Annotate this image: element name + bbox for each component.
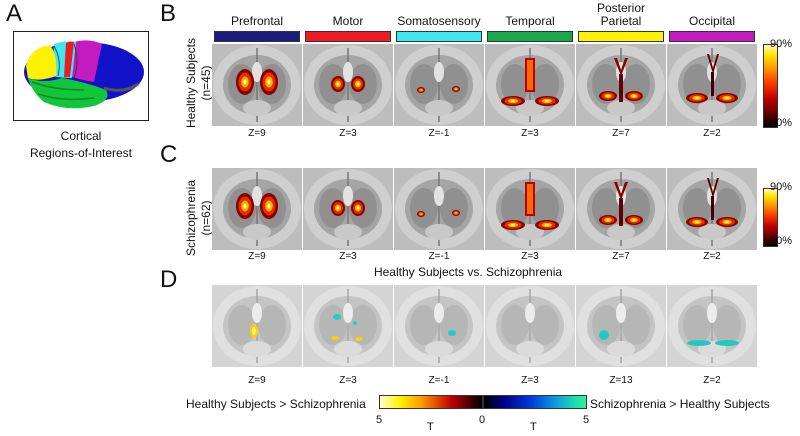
row-healthy-z-label-4: Z=7 bbox=[612, 128, 630, 139]
row-healthy-brain-slice-3 bbox=[485, 44, 575, 126]
row-schizo-brain-slice-3 bbox=[485, 168, 575, 250]
region-title-1: Motor bbox=[332, 14, 364, 28]
schizo-row-label: Schizophrenia (n=62) bbox=[184, 163, 214, 273]
row-diff-z-label-3: Z=3 bbox=[521, 375, 539, 386]
cortex-illustration-frame bbox=[13, 31, 149, 121]
row-healthy-brain-slice-1 bbox=[303, 44, 393, 126]
row-schizo-z-label-0: Z=9 bbox=[248, 251, 266, 262]
diff-colorbar-cool bbox=[483, 395, 587, 409]
row-diff-brain-slice-2 bbox=[394, 285, 484, 367]
row-healthy-brain-slice-0 bbox=[212, 44, 302, 126]
cortex-caption: Cortical Regions-of-Interest bbox=[13, 128, 149, 162]
region-color-bar-4 bbox=[578, 31, 664, 42]
row-healthy-z-label-1: Z=3 bbox=[339, 128, 357, 139]
diff-t-right: T bbox=[530, 421, 537, 433]
caption-line-2: Regions-of-Interest bbox=[29, 146, 133, 160]
region-color-bar-1 bbox=[305, 31, 391, 42]
row-schizo-brain-slice-2 bbox=[394, 168, 484, 250]
diff-tick-left: 5 bbox=[376, 414, 383, 426]
row-healthy-brain-slice-2 bbox=[394, 44, 484, 126]
row-diff-z-label-5: Z=2 bbox=[703, 375, 721, 386]
healthy-colorbar-bottom-label: 10% bbox=[770, 117, 793, 129]
row-healthy-brain-slice-4 bbox=[576, 44, 666, 126]
row-diff-z-label-4: Z=13 bbox=[609, 375, 633, 386]
region-color-bar-2 bbox=[396, 31, 482, 42]
healthy-row-label: Healthy Subjects (n=45) bbox=[184, 28, 214, 138]
healthy-colorbar-top-label: 90% bbox=[770, 38, 793, 50]
row-healthy-z-label-3: Z=3 bbox=[521, 128, 539, 139]
panel-letter-a: A bbox=[6, 0, 23, 27]
row-healthy-z-label-2: Z=-1 bbox=[428, 128, 450, 139]
diff-tick-right: 5 bbox=[583, 414, 590, 426]
diff-tick-mid: 0 bbox=[479, 414, 486, 426]
healthy-colorbar bbox=[763, 44, 778, 128]
panel-letter-b: B bbox=[160, 0, 177, 27]
schizo-colorbar bbox=[763, 188, 778, 247]
panel-letter-d: D bbox=[160, 266, 178, 293]
region-title-3: Temporal bbox=[505, 14, 555, 28]
row-diff-brain-slice-3 bbox=[485, 285, 575, 367]
region-color-bar-5 bbox=[669, 31, 755, 42]
row-diff-z-label-2: Z=-1 bbox=[428, 375, 450, 386]
cortex-illustration bbox=[24, 40, 144, 109]
row-schizo-z-label-3: Z=3 bbox=[521, 251, 539, 262]
schizo-colorbar-top-label: 90% bbox=[770, 181, 793, 193]
region-title-5: Occipital bbox=[688, 14, 735, 28]
diff-colorbar-hot bbox=[379, 395, 483, 409]
region-color-bar-0 bbox=[214, 31, 300, 42]
diff-colorbar-left-label: Healthy Subjects > Schizophrenia bbox=[186, 397, 366, 411]
row-schizo-z-label-4: Z=7 bbox=[612, 251, 630, 262]
row-diff-brain-slice-1 bbox=[303, 285, 393, 367]
schizo-colorbar-bottom-label: 10% bbox=[770, 235, 793, 247]
comparison-title: Healthy Subjects vs. Schizophrenia bbox=[373, 265, 563, 279]
row-schizo-brain-slice-4 bbox=[576, 168, 666, 250]
region-color-bar-3 bbox=[487, 31, 573, 42]
panel-letter-c: C bbox=[160, 141, 178, 168]
diff-t-left: T bbox=[427, 421, 434, 433]
diff-colorbar-right-label: Schizophrenia > Healthy Subjects bbox=[590, 397, 770, 411]
region-title-2: Somatosensory bbox=[397, 14, 481, 28]
row-diff-z-label-0: Z=9 bbox=[248, 375, 266, 386]
schizo-row-label-line-1: Schizophrenia bbox=[184, 179, 198, 257]
healthy-row-label-line-1: Healthy Subjects bbox=[184, 37, 198, 129]
row-diff-z-label-1: Z=3 bbox=[339, 375, 357, 386]
row-diff-brain-slice-5 bbox=[667, 285, 757, 367]
row-schizo-z-label-5: Z=2 bbox=[703, 251, 721, 262]
row-schizo-z-label-1: Z=3 bbox=[339, 251, 357, 262]
row-schizo-brain-slice-5 bbox=[667, 168, 757, 250]
row-schizo-brain-slice-0 bbox=[212, 168, 302, 250]
region-title-4: Posterior Parietal bbox=[596, 1, 646, 28]
row-schizo-brain-slice-1 bbox=[303, 168, 393, 250]
row-diff-brain-slice-0 bbox=[212, 285, 302, 367]
row-schizo-z-label-2: Z=-1 bbox=[428, 251, 450, 262]
row-healthy-z-label-5: Z=2 bbox=[703, 128, 721, 139]
row-healthy-z-label-0: Z=9 bbox=[248, 128, 266, 139]
row-diff-brain-slice-4 bbox=[576, 285, 666, 367]
caption-line-1: Cortical bbox=[60, 129, 102, 143]
row-healthy-brain-slice-5 bbox=[667, 44, 757, 126]
region-title-0: Prefrontal bbox=[230, 14, 284, 28]
